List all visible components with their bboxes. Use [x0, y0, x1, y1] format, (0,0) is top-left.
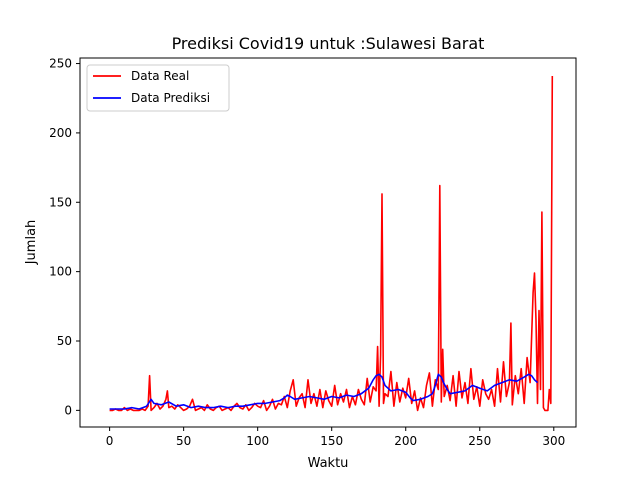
y-axis-label: Jumlah	[24, 220, 39, 266]
series-line-data-prediksi	[109, 373, 539, 410]
x-tick-label: 150	[320, 434, 343, 448]
series-line-data-real	[109, 75, 554, 412]
x-tick-label: 200	[394, 434, 417, 448]
y-tick-label: 250	[49, 57, 72, 71]
legend-label: Data Real	[131, 69, 189, 83]
x-axis-label: Waktu	[308, 456, 349, 471]
y-tick-label: 50	[57, 334, 72, 348]
y-tick-label: 150	[49, 195, 72, 209]
plot-frame	[79, 57, 577, 428]
y-axis-ticks: 0 50 100 150 200 250	[49, 57, 80, 417]
legend: Data Real Data Prediksi	[86, 64, 230, 112]
x-tick-label: 250	[468, 434, 491, 448]
x-tick-label: 0	[106, 434, 114, 448]
y-tick-label: 200	[49, 126, 72, 140]
legend-label: Data Prediksi	[131, 91, 210, 105]
y-tick-label: 100	[49, 265, 72, 279]
x-axis-ticks: 0 50 100 150 200 250 300	[106, 427, 565, 448]
y-tick-label: 0	[64, 403, 72, 417]
chart-title: Prediksi Covid19 untuk :Sulawesi Barat	[172, 34, 485, 53]
x-tick-label: 50	[176, 434, 191, 448]
x-tick-label: 300	[542, 434, 565, 448]
series-layer	[109, 75, 554, 412]
x-tick-label: 100	[246, 434, 269, 448]
legend-box	[86, 64, 230, 112]
